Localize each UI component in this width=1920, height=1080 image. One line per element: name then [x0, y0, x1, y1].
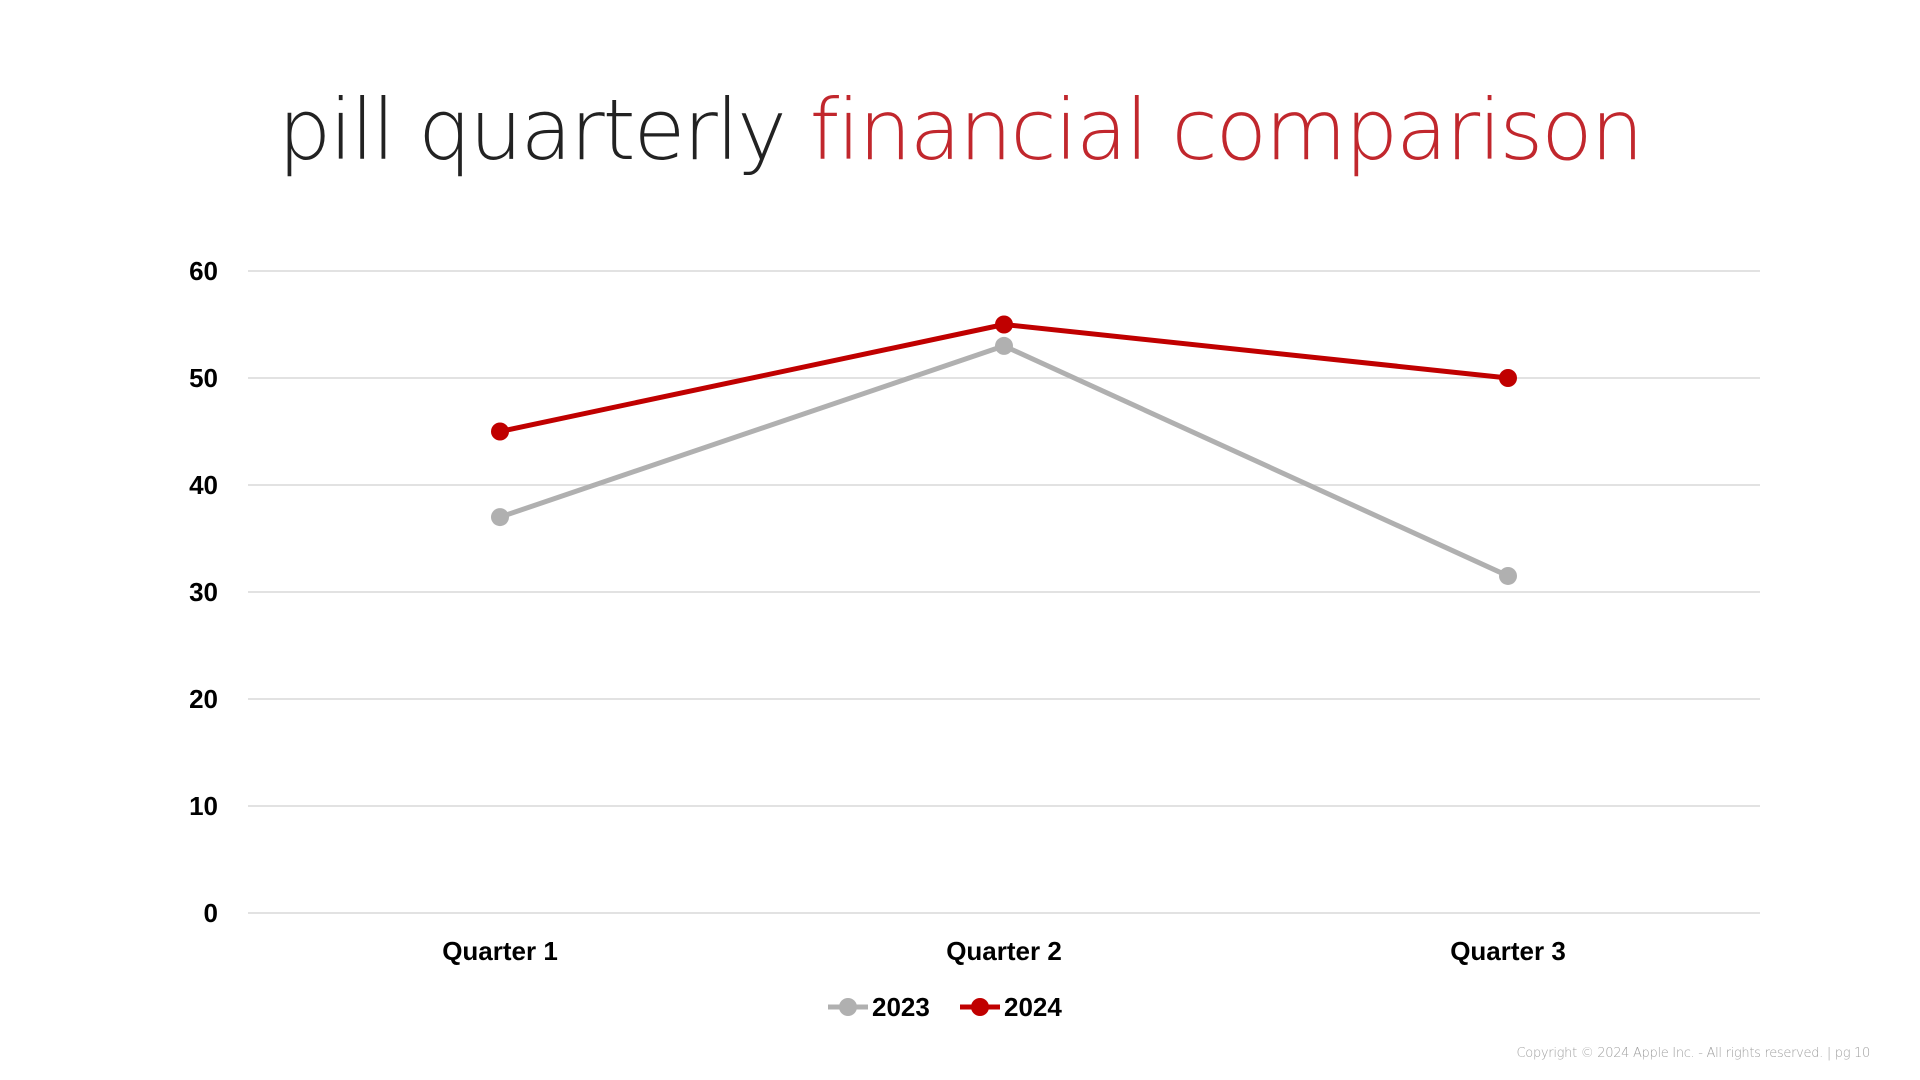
x-tick-label: Quarter 1: [442, 936, 558, 966]
data-point: [995, 315, 1013, 334]
data-point: [491, 508, 509, 527]
legend-marker: [971, 998, 989, 1016]
y-tick-label: 50: [189, 363, 218, 393]
y-tick-label: 40: [189, 470, 218, 500]
x-tick-label: Quarter 2: [946, 936, 1062, 966]
legend-label: 2024: [1004, 992, 1062, 1022]
chart-title-dark-part: pill quarterly: [278, 81, 810, 179]
series-2024: [491, 315, 1517, 441]
data-point: [995, 336, 1013, 355]
chart-title: pill quarterly financial comparison: [0, 88, 1920, 172]
legend: 2023 2024: [828, 992, 1062, 1022]
legend-item: 2023: [828, 992, 930, 1022]
legend-marker: [839, 998, 857, 1016]
y-tick-label: 30: [189, 577, 218, 607]
x-axis-labels: Quarter 1 Quarter 2 Quarter 3: [442, 936, 1566, 966]
series-line: [497, 343, 1511, 579]
y-tick-label: 10: [189, 791, 218, 821]
data-point: [1499, 566, 1517, 585]
y-tick-label: 60: [189, 256, 218, 286]
copyright-footer: Copyright © 2024 Apple Inc. - All rights…: [1516, 1046, 1871, 1061]
legend-label: 2023: [872, 992, 930, 1022]
chart-title-red-part: financial comparison: [809, 81, 1644, 179]
legend-item: 2024: [960, 992, 1062, 1022]
data-point: [1499, 369, 1517, 387]
y-axis-labels: 0 10 20 30 40 50 60: [189, 256, 218, 928]
data-point: [491, 422, 509, 441]
gridlines: [248, 270, 1760, 914]
series-2023: [491, 336, 1517, 585]
series-layer: [491, 315, 1517, 585]
y-tick-label: 20: [189, 684, 218, 714]
y-tick-label: 0: [204, 898, 218, 928]
x-tick-label: Quarter 3: [1450, 936, 1566, 966]
